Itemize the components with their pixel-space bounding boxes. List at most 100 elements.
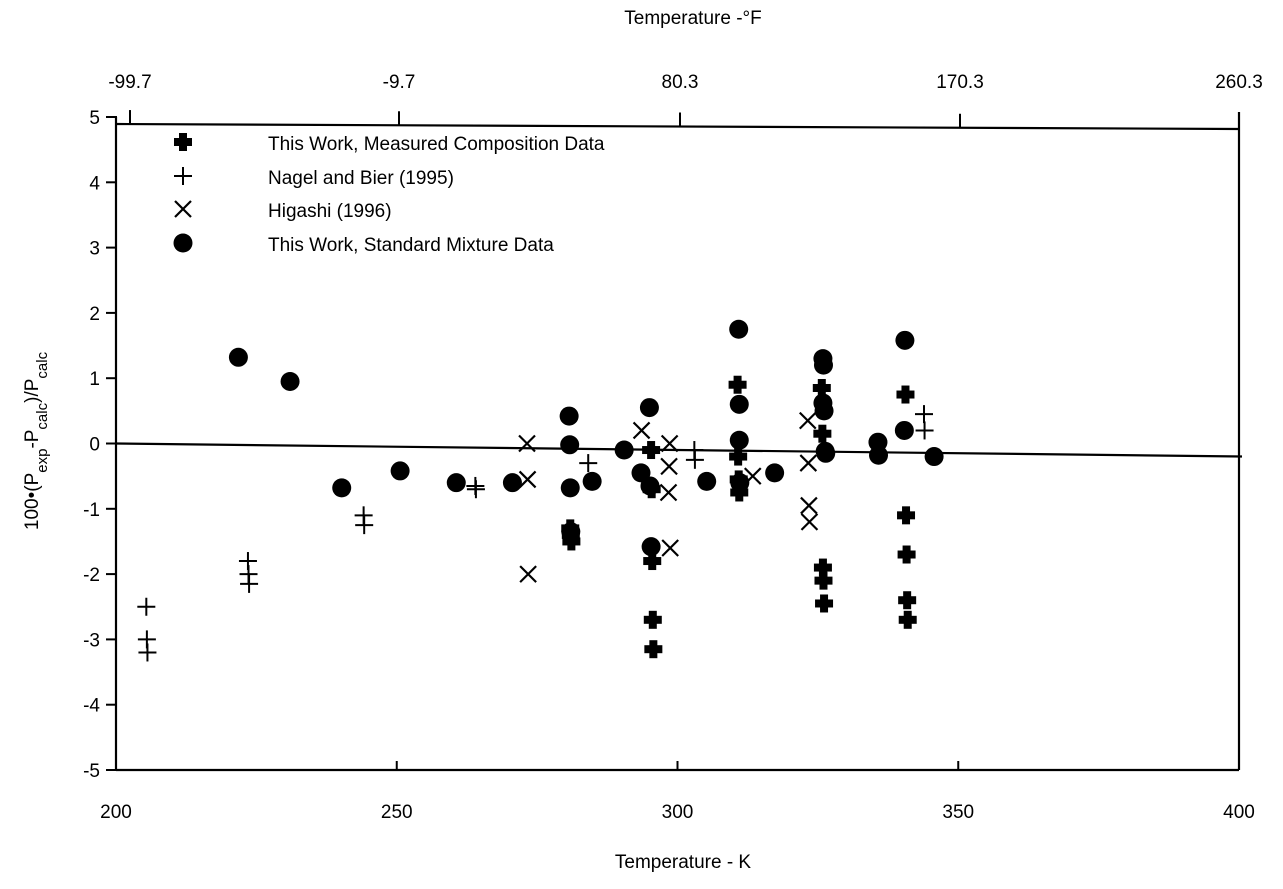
data-point — [815, 594, 834, 613]
data-point — [765, 463, 785, 483]
data-point — [898, 591, 917, 610]
data-point — [914, 405, 933, 424]
data-point — [519, 565, 537, 583]
data-point — [614, 440, 634, 460]
legend: This Work, Measured Composition Data Nage… — [173, 133, 605, 256]
data-point — [579, 454, 598, 473]
legend-label: Nagel and Bier (1995) — [268, 168, 454, 189]
data-point — [639, 398, 659, 418]
y-tick-label: 1 — [89, 369, 100, 390]
data-point — [659, 483, 678, 502]
data-point — [643, 610, 662, 629]
x-tick-label: 400 — [1223, 802, 1255, 823]
data-point — [895, 330, 915, 350]
data-point — [813, 355, 833, 375]
data-point — [518, 470, 537, 489]
y-tick-label: 3 — [89, 239, 100, 260]
data-point — [390, 461, 410, 481]
x2-tick-label: -99.7 — [108, 72, 151, 93]
y-tick-label: -2 — [83, 565, 100, 586]
data-point — [660, 457, 678, 476]
data-point — [518, 434, 536, 453]
data-point — [643, 552, 662, 571]
data-point — [814, 571, 833, 590]
data-point — [446, 473, 466, 493]
data-point — [798, 411, 817, 430]
data-point — [641, 537, 661, 557]
data-point — [332, 478, 352, 498]
data-point — [642, 441, 661, 460]
data-point — [897, 506, 916, 525]
x-tick-label: 200 — [100, 802, 132, 823]
data-point — [730, 473, 750, 493]
data-point — [800, 513, 819, 531]
y-tick-label: -1 — [83, 500, 100, 521]
data-point — [728, 375, 747, 394]
data-point — [240, 574, 259, 593]
data-point — [729, 394, 749, 414]
data-point — [869, 445, 889, 465]
data-point — [632, 421, 651, 440]
data-point — [816, 443, 836, 463]
marks-layer — [137, 319, 944, 662]
data-point — [729, 319, 749, 339]
y-tick-label: 2 — [89, 304, 100, 325]
legend-item: This Work, Measured Composition Data — [174, 133, 605, 155]
ticks-layer: 200 250 300 350 400 -99.7 -9.7 80.3 170.3 260.3 5 4… — [83, 72, 1263, 823]
data-point — [697, 471, 717, 491]
data-point — [661, 539, 679, 557]
legend-marker — [174, 200, 192, 218]
y-tick-label: 4 — [89, 173, 100, 194]
y-tick-label: -3 — [83, 630, 100, 651]
data-point — [660, 434, 679, 453]
data-point — [640, 476, 660, 496]
top-axis-line — [115, 122, 1240, 131]
series-2 — [137, 405, 934, 662]
zero-line — [115, 442, 1243, 458]
legend-item: This Work, Standard Mixture Data — [173, 233, 554, 256]
data-point — [562, 532, 581, 551]
data-point — [813, 558, 832, 577]
x-tick-label: 300 — [662, 802, 694, 823]
data-point — [560, 435, 580, 455]
legend-item: Nagel and Bier (1995) — [174, 167, 454, 189]
legend-marker — [173, 233, 193, 253]
x2-tick-label: 80.3 — [662, 72, 699, 93]
data-point — [924, 447, 944, 467]
legend-label: This Work, Measured Composition Data — [268, 134, 605, 155]
data-point — [137, 597, 156, 616]
x2-tick-label: -9.7 — [383, 72, 416, 93]
data-point — [228, 347, 248, 367]
legend-label: Higashi (1996) — [268, 201, 392, 222]
data-point — [896, 385, 915, 404]
data-point — [813, 424, 832, 443]
x2-tick-label: 170.3 — [936, 72, 984, 93]
x2-axis-title: Temperature -°F — [624, 8, 761, 29]
legend-marker — [174, 167, 192, 185]
legend-item: Higashi (1996) — [174, 200, 392, 222]
data-point — [814, 401, 834, 421]
data-point — [812, 378, 831, 397]
data-point — [685, 450, 704, 469]
data-point — [799, 454, 818, 472]
y-axis-title: 100•(Pexp-Pcalc)/Pcalc — [22, 351, 51, 530]
data-point — [644, 640, 663, 659]
legend-label: This Work, Standard Mixture Data — [268, 235, 554, 256]
data-point — [561, 522, 581, 542]
y-tick-label: -4 — [83, 696, 100, 717]
data-point — [560, 478, 580, 498]
data-point — [355, 516, 374, 535]
data-point — [502, 473, 522, 493]
series-3 — [518, 411, 819, 583]
data-point — [582, 471, 602, 491]
data-point — [138, 643, 157, 662]
data-point — [466, 480, 485, 499]
data-point — [800, 496, 818, 515]
x-axis-title: Temperature - K — [615, 852, 752, 873]
data-point — [898, 610, 917, 629]
y-tick-label: 0 — [89, 435, 100, 456]
y-tick-label: 5 — [89, 108, 100, 129]
series-4 — [228, 319, 944, 557]
